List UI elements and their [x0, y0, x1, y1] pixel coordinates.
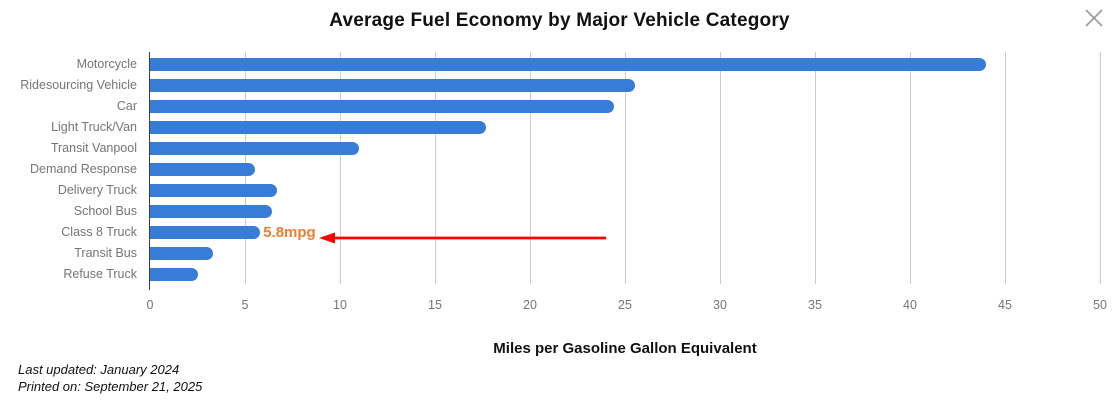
x-tick-label: 15	[428, 298, 442, 312]
category-label: Refuse Truck	[63, 266, 137, 281]
last-updated-text: Last updated: January 2024	[18, 362, 180, 377]
x-tick-label: 5	[241, 298, 249, 312]
close-button[interactable]	[1081, 5, 1107, 31]
gridline	[434, 52, 436, 284]
chart-footer: Last updated: January 2024 Printed on: S…	[18, 361, 202, 395]
gridline	[814, 52, 816, 284]
gridline	[529, 52, 531, 284]
y-axis-line	[149, 52, 150, 290]
category-label: Class 8 Truck	[61, 224, 137, 239]
gridline	[719, 52, 721, 284]
bar-demand-response	[150, 163, 255, 176]
x-tick-label: 0	[146, 298, 154, 312]
bar-motorcycle	[150, 58, 986, 71]
close-icon	[1085, 9, 1103, 27]
category-label: Demand Response	[29, 161, 137, 176]
category-label: Delivery Truck	[57, 182, 137, 197]
gridline	[1099, 52, 1101, 284]
bar-car	[150, 100, 614, 113]
category-label: Transit Vanpool	[50, 140, 137, 155]
gridline	[909, 52, 911, 284]
annotation-arrow-icon	[319, 232, 607, 243]
bar-ridesourcing-vehicle	[150, 79, 635, 92]
category-label: Ridesourcing Vehicle	[20, 77, 137, 92]
gridline	[1004, 52, 1006, 284]
annotation-value-label: 5.8mpg	[263, 223, 316, 241]
x-tick-label: 45	[998, 298, 1012, 312]
bar-transit-vanpool	[150, 142, 359, 155]
printed-on-text: Printed on: September 21, 2025	[18, 379, 203, 394]
x-tick-label: 30	[713, 298, 727, 312]
x-tick-label: 50	[1093, 298, 1107, 312]
x-tick-label: 10	[333, 298, 347, 312]
bar-delivery-truck	[150, 184, 278, 197]
gridline	[624, 52, 626, 284]
x-axis-title: Miles per Gasoline Gallon Equivalent	[493, 340, 757, 357]
chart-title: Average Fuel Economy by Major Vehicle Ca…	[329, 10, 790, 31]
category-label: School Bus	[73, 203, 137, 218]
category-label: Motorcycle	[76, 56, 137, 71]
category-label: Light Truck/Van	[51, 119, 137, 134]
x-tick-label: 20	[523, 298, 537, 312]
bar-refuse-truck	[150, 268, 198, 281]
bar-transit-bus	[150, 247, 213, 260]
bar-school-bus	[150, 205, 272, 218]
bar-light-truck-van	[150, 121, 487, 134]
bar-class-8-truck	[150, 226, 261, 239]
y-axis-labels: Motorcycle Ridesourcing Vehicle Car Light T…	[0, 52, 140, 284]
category-label: Transit Bus	[74, 245, 137, 260]
x-tick-label: 40	[903, 298, 917, 312]
category-label: Car	[116, 98, 137, 113]
plot-area	[150, 52, 1101, 284]
x-tick-label: 35	[808, 298, 822, 312]
gridline	[339, 52, 341, 284]
x-tick-label: 25	[618, 298, 632, 312]
